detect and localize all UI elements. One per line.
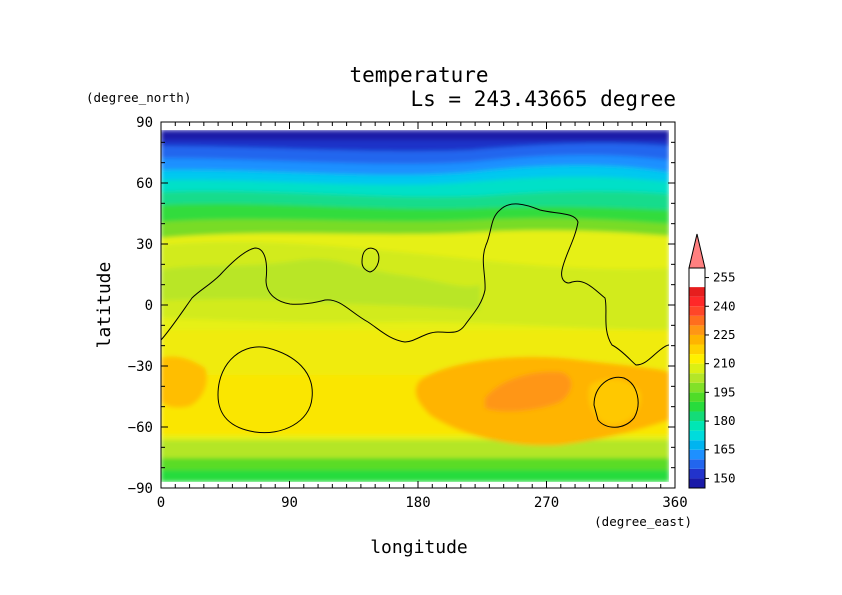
colorbar-segment — [689, 382, 705, 393]
y-unit-label: (degree_north) — [86, 90, 191, 105]
y-tick-label: −90 — [128, 481, 153, 497]
x-tick-label: 270 — [534, 495, 559, 511]
colorbar-tick-label: 180 — [713, 413, 736, 428]
x-unit-label: (degree_east) — [594, 514, 692, 529]
y-tick-label: 30 — [136, 237, 153, 253]
colorbar-segment — [689, 430, 705, 441]
colorbar-segment — [689, 468, 705, 479]
x-tick-label: 180 — [405, 495, 430, 511]
x-tick-label: 90 — [281, 495, 298, 511]
colorbar-segment — [689, 411, 705, 422]
y-tick-label: −30 — [128, 359, 153, 375]
colorbar-tick-label: 165 — [713, 442, 736, 457]
colorbar-segment — [689, 354, 705, 364]
colorbar-segment — [689, 287, 705, 297]
colorbar-segment — [689, 440, 705, 450]
temperature-field — [161, 130, 669, 482]
contour-lines — [161, 203, 669, 434]
x-tick-label: 0 — [157, 495, 165, 511]
colorbar-tick-label: 225 — [713, 327, 736, 342]
colorbar-segment — [689, 296, 705, 307]
colorbar-tick-label: 195 — [713, 384, 736, 399]
colorbar-segment — [689, 449, 705, 460]
colorbar-segment — [689, 421, 705, 431]
colorbar-frame — [688, 267, 706, 489]
chart-title: temperature — [349, 63, 488, 87]
colorbar-segment — [689, 315, 705, 326]
y-tick-label: 90 — [136, 115, 153, 131]
y-tick-label: 0 — [145, 298, 153, 314]
colorbar-extend-arrow — [688, 233, 706, 269]
y-tick-label: 60 — [136, 176, 153, 192]
colorbar-tick-label: 255 — [713, 270, 736, 285]
colorbar-segment — [689, 392, 705, 402]
x-axis-title: longitude — [370, 537, 468, 558]
y-axis-title: latitude — [94, 262, 115, 349]
colorbar-segment — [689, 325, 705, 335]
y-tick-label: −60 — [128, 420, 153, 436]
colorbar-segment — [689, 478, 705, 488]
axes: 0 90 180 270 360 90 60 30 0 −30 −60 −90 — [128, 115, 688, 511]
colorbar-segment — [689, 306, 705, 316]
colorbar-tick-label: 240 — [713, 298, 736, 313]
colorbar-tick-label: 150 — [713, 470, 736, 485]
colorbar-segment — [689, 373, 705, 383]
colorbar-segment — [689, 401, 705, 412]
colorbar: 255 240 225 210 195 180 165 150 — [688, 233, 736, 489]
colorbar-segment — [689, 344, 705, 355]
colorbar-segment — [689, 459, 705, 469]
chart-subtitle: Ls = 243.43665 degree — [410, 87, 676, 111]
colorbar-segment — [689, 363, 705, 374]
colorbar-segment — [689, 334, 705, 345]
colorbar-tick-label: 210 — [713, 356, 736, 371]
x-tick-label: 360 — [662, 495, 687, 511]
